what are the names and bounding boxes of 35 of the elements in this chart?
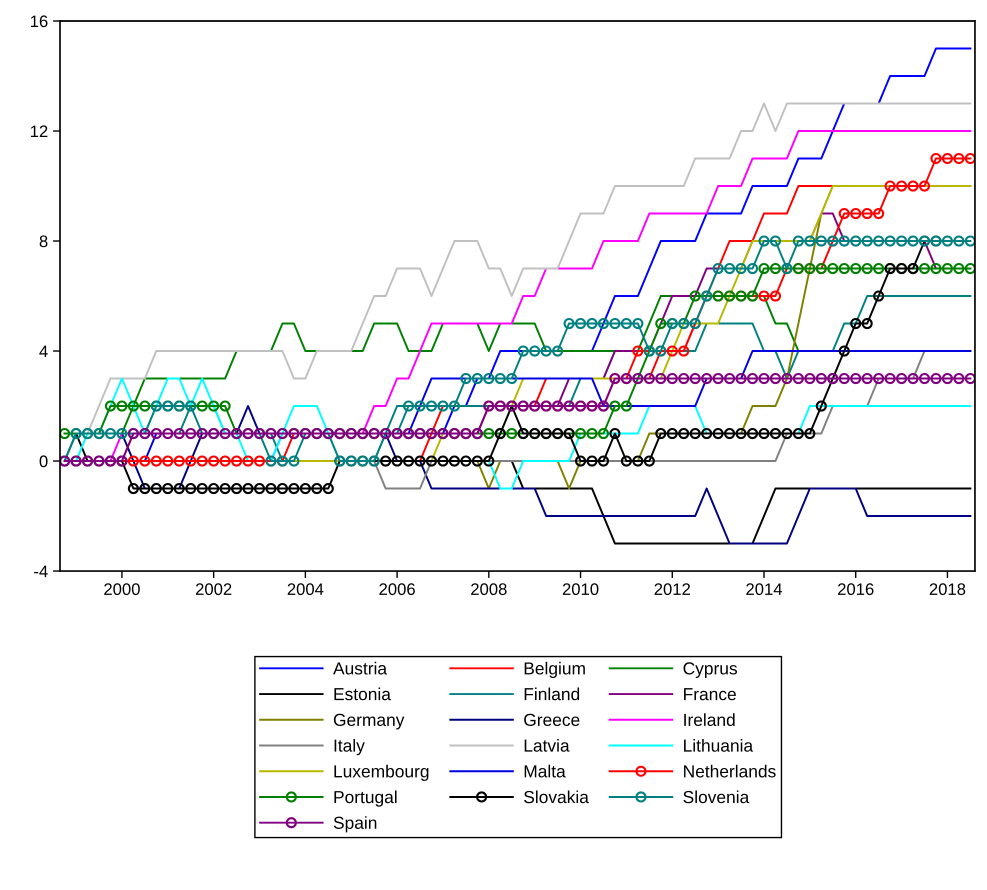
x-tick-label: 2004 — [288, 583, 324, 596]
legend-label: Belgium — [524, 662, 585, 678]
legend-label: Finland — [524, 688, 580, 700]
legend-label: Luxembourg — [334, 764, 428, 781]
y-tick-label: 4 — [39, 346, 48, 358]
legend-label: Germany — [334, 714, 404, 730]
y-tick-label: -4 — [34, 566, 48, 578]
x-tick-label: 2006 — [379, 583, 415, 596]
legend-label: Spain — [334, 816, 376, 832]
x-tick-label: 2002 — [196, 583, 232, 596]
x-tick-label: 2012 — [654, 583, 690, 596]
x-tick-label: 2000 — [104, 583, 140, 596]
legend-label: Lithuania — [684, 739, 754, 752]
legend-label: Slovakia — [524, 790, 589, 804]
y-tick-label: 12 — [30, 125, 48, 138]
legend-label: Netherlands — [684, 764, 776, 778]
x-tick-label: 2016 — [838, 583, 874, 596]
y-tick-label: 0 — [40, 455, 48, 468]
legend-label: France — [684, 688, 736, 700]
legend-label: Estonia — [334, 688, 391, 700]
legend-label: Greece — [524, 714, 580, 726]
legend-label: Malta — [524, 764, 566, 778]
legend-label: Ireland — [684, 713, 735, 726]
x-tick-label: 2010 — [562, 583, 598, 596]
x-tick-label: 2018 — [930, 583, 966, 596]
legend-label: Slovenia — [683, 790, 750, 804]
legend-label: Latvia — [524, 739, 570, 752]
x-tick-label: 2014 — [746, 583, 782, 596]
x-tick-label: 2008 — [471, 583, 507, 596]
legend-label: Italy — [334, 739, 365, 756]
y-tick-label: 8 — [40, 235, 48, 248]
legend-label: Austria — [333, 662, 388, 675]
legend-label: Cyprus — [684, 662, 738, 678]
y-tick-label: 16 — [30, 15, 48, 28]
legend-label: Portugal — [334, 790, 397, 807]
